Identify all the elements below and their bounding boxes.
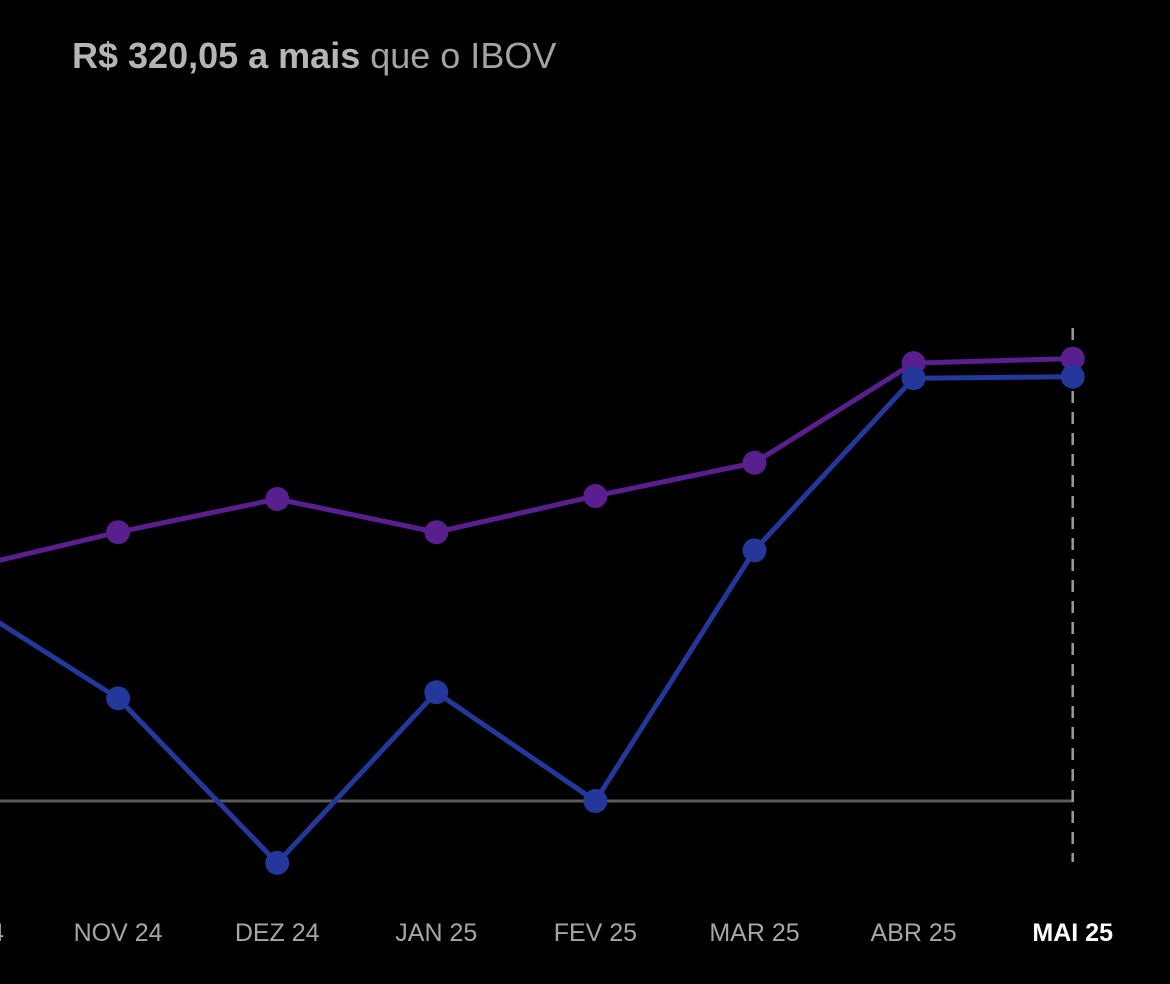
data-point-purple-2[interactable]: [265, 487, 290, 511]
data-point-blue-5[interactable]: [742, 538, 767, 563]
x-tick-label[interactable]: JAN 25: [395, 919, 477, 947]
series-layer: [0, 346, 1085, 875]
x-tick-label[interactable]: MAI 25: [1032, 919, 1113, 947]
data-point-blue-7[interactable]: [1060, 364, 1085, 389]
series-line-blue: [0, 374, 1073, 866]
series-blue: [0, 364, 1085, 875]
series-line-purple: [0, 356, 1073, 563]
series-purple: [0, 346, 1085, 563]
data-point-blue-6[interactable]: [901, 366, 926, 391]
data-point-blue-3[interactable]: [424, 680, 449, 705]
data-point-purple-5[interactable]: [742, 450, 767, 475]
data-point-purple-3[interactable]: [424, 520, 449, 545]
x-tick-label[interactable]: ABR 25: [871, 919, 957, 947]
headline-amount: R$ 320,05 a mais: [72, 35, 361, 76]
x-tick-label[interactable]: MAR 25: [709, 919, 799, 947]
x-tick-label[interactable]: 4: [0, 919, 4, 947]
data-point-blue-4[interactable]: [583, 789, 608, 813]
headline-comparison-text: que o IBOV: [360, 35, 557, 76]
data-point-blue-1[interactable]: [106, 686, 131, 711]
data-point-purple-1[interactable]: [106, 520, 131, 545]
data-point-purple-4[interactable]: [583, 483, 608, 508]
x-axis-ticks: 4 NOV 24 DEZ 24 JAN 25 FEV 25 MAR 25 ABR 25 MAI…: [0, 919, 1113, 947]
x-tick-label[interactable]: DEZ 24: [235, 919, 320, 947]
data-point-blue-2[interactable]: [265, 850, 290, 875]
data-point-purple-7[interactable]: [1060, 346, 1085, 371]
x-tick-label[interactable]: FEV 25: [554, 919, 637, 947]
x-tick-label[interactable]: NOV 24: [74, 919, 163, 947]
comparison-headline: R$ 320,05 a mais que o IBOV: [72, 34, 556, 78]
